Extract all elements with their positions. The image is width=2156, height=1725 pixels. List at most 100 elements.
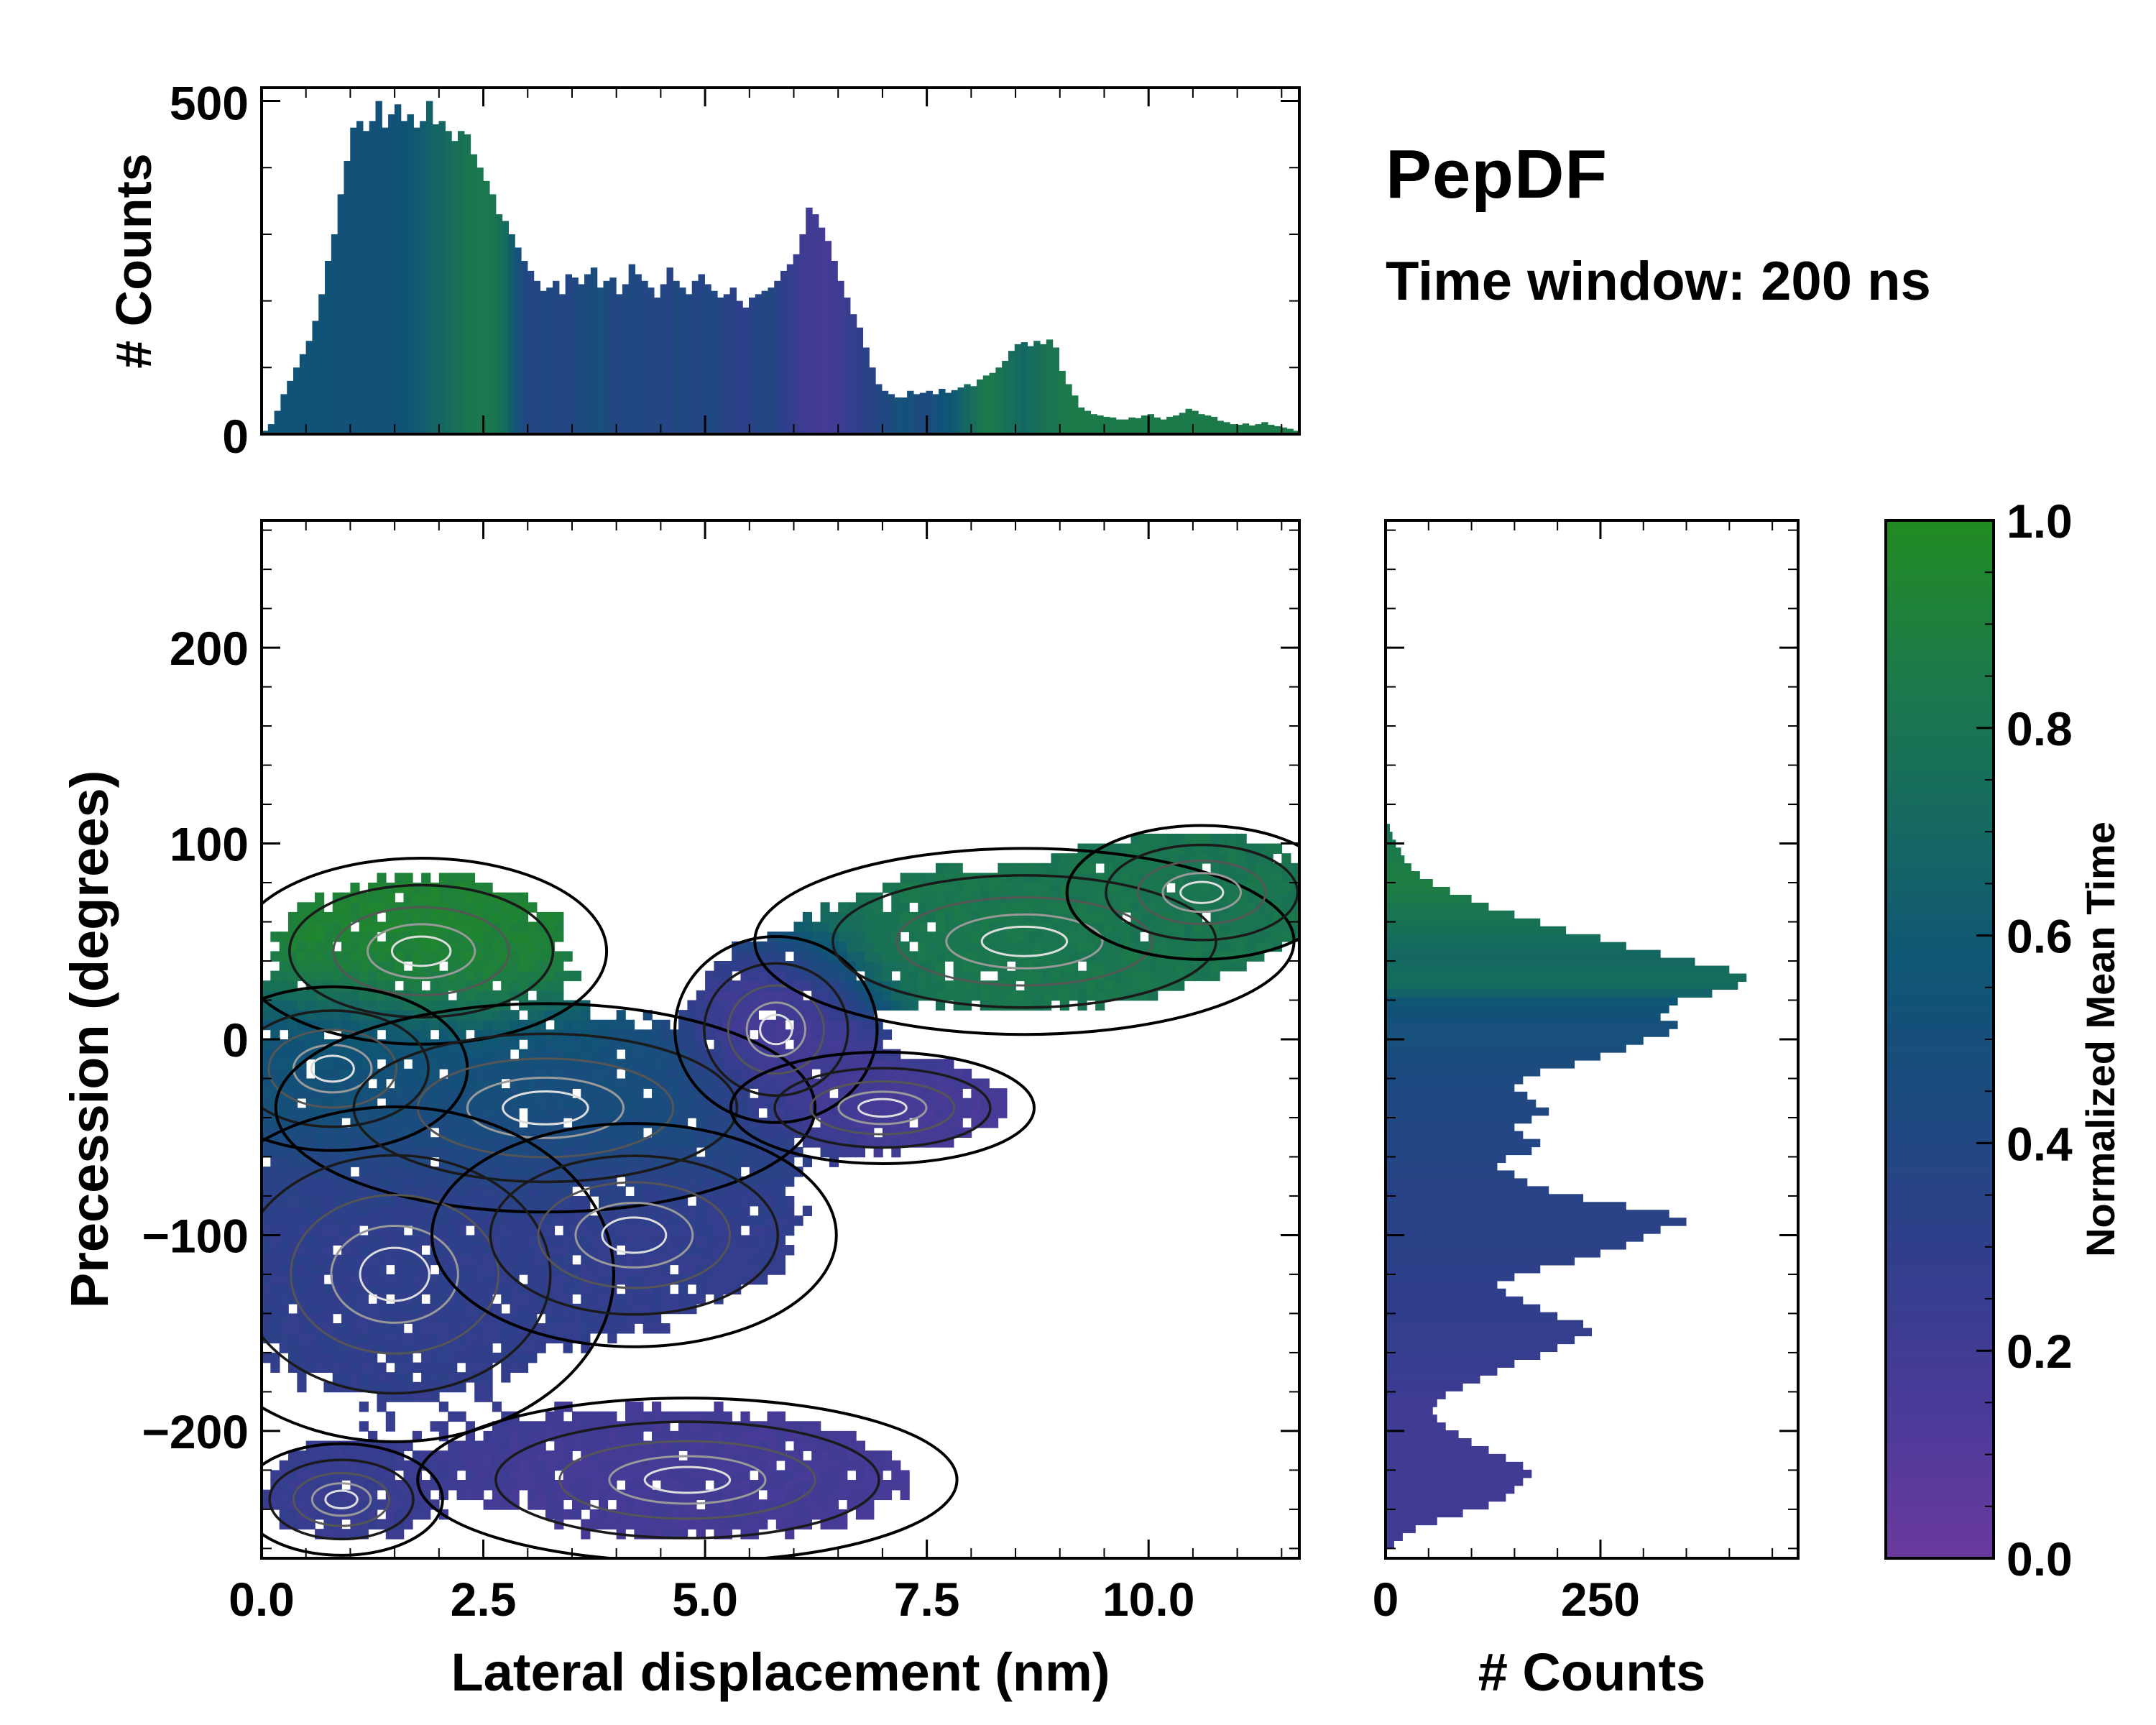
heatmap-cell bbox=[607, 1108, 617, 1118]
right-histogram-bar bbox=[1386, 1335, 1575, 1345]
top-histogram-bar bbox=[799, 234, 806, 434]
heatmap-cell bbox=[634, 1264, 644, 1275]
heatmap-cell bbox=[989, 941, 999, 952]
heatmap-cell bbox=[793, 1499, 803, 1510]
heatmap-cell bbox=[678, 1460, 688, 1471]
top-histogram-bar bbox=[425, 101, 433, 435]
heatmap-cell bbox=[767, 951, 777, 962]
heatmap-cell bbox=[1033, 883, 1043, 893]
heatmap-cell bbox=[412, 1381, 422, 1393]
heatmap-cell bbox=[536, 951, 546, 962]
heatmap-cell bbox=[669, 1059, 679, 1070]
heatmap-cell bbox=[385, 1411, 395, 1422]
heatmap-cell bbox=[288, 1323, 298, 1334]
heatmap-cell bbox=[323, 932, 333, 942]
contour-line bbox=[466, 1076, 625, 1139]
top-histogram-bar bbox=[1008, 351, 1015, 434]
heatmap-cell bbox=[900, 961, 910, 972]
heatmap-cell bbox=[377, 873, 387, 883]
heatmap-cell bbox=[847, 1489, 857, 1501]
heatmap-cell bbox=[297, 1195, 307, 1207]
heatmap-cell bbox=[749, 1235, 759, 1246]
heatmap-cell bbox=[359, 1352, 369, 1363]
heatmap-cell bbox=[528, 1186, 538, 1197]
top-histogram-bar bbox=[1166, 416, 1174, 434]
heatmap-cell bbox=[581, 1019, 591, 1031]
heatmap-cell bbox=[989, 883, 999, 893]
heatmap-cell bbox=[793, 1049, 803, 1060]
heatmap-cell bbox=[926, 941, 936, 952]
heatmap-cell bbox=[438, 1372, 448, 1383]
heatmap-cell bbox=[962, 1098, 972, 1109]
heatmap-cell bbox=[385, 1000, 395, 1011]
heatmap-cell bbox=[1184, 833, 1194, 845]
right-histogram-bar bbox=[1386, 1060, 1575, 1069]
heatmap-cell bbox=[492, 1440, 502, 1451]
heatmap-cell bbox=[297, 1343, 307, 1353]
heatmap-cell bbox=[581, 1254, 591, 1266]
heatmap-cell bbox=[563, 1284, 573, 1294]
heatmap-cell bbox=[1263, 932, 1273, 942]
heatmap-cell bbox=[1237, 941, 1247, 952]
heatmap-cell bbox=[279, 1059, 289, 1070]
heatmap-cell bbox=[891, 921, 901, 932]
heatmap-cell bbox=[732, 990, 742, 1001]
heatmap-cell bbox=[341, 1460, 351, 1471]
heatmap-cell bbox=[589, 1313, 599, 1324]
heatmap-cell bbox=[847, 1098, 857, 1109]
heatmap-cell bbox=[536, 1284, 546, 1294]
heatmap-cell bbox=[775, 1430, 786, 1442]
heatmap-cell bbox=[660, 1323, 671, 1334]
heatmap-cell bbox=[962, 932, 972, 942]
heatmap-cell bbox=[518, 1225, 529, 1236]
top-histogram-bar bbox=[951, 390, 959, 434]
right-histogram-bar bbox=[1386, 973, 1747, 983]
right-histogram-bar bbox=[1386, 1013, 1661, 1021]
heatmap-cell bbox=[315, 1343, 325, 1353]
heatmap-cell bbox=[279, 1245, 289, 1256]
heatmap-cell bbox=[660, 1137, 671, 1148]
heatmap-cell bbox=[332, 1176, 342, 1187]
heatmap-cell bbox=[474, 1010, 484, 1021]
heatmap-cell bbox=[492, 1088, 502, 1099]
heatmap-cell bbox=[589, 1019, 599, 1031]
heatmap-cell bbox=[891, 911, 901, 923]
heatmap-cell bbox=[438, 1362, 448, 1373]
heatmap-cell bbox=[953, 892, 963, 903]
colorbar-tick-label: 1.0 bbox=[2007, 494, 2073, 548]
heatmap-cell bbox=[518, 1167, 529, 1177]
top-histogram-bar bbox=[262, 431, 269, 434]
heatmap-cell bbox=[1192, 853, 1203, 864]
heatmap-cell bbox=[341, 1186, 351, 1197]
contour-line bbox=[809, 1080, 956, 1136]
heatmap-cell bbox=[811, 921, 821, 932]
top-histogram-bar bbox=[635, 274, 642, 434]
heatmap-cell bbox=[740, 1146, 750, 1158]
heatmap-cell bbox=[270, 1010, 280, 1021]
heatmap-cell bbox=[359, 1088, 369, 1099]
heatmap-cell bbox=[518, 1264, 529, 1275]
heatmap-cell bbox=[518, 1460, 529, 1471]
heatmap-cell bbox=[395, 1509, 405, 1520]
heatmap-cell bbox=[377, 1333, 387, 1344]
heatmap-cell bbox=[855, 892, 866, 903]
main-ylabel: Precession (degrees) bbox=[60, 770, 119, 1309]
heatmap-cell bbox=[385, 1421, 395, 1432]
heatmap-cell bbox=[971, 951, 981, 962]
heatmap-cell bbox=[368, 902, 378, 913]
heatmap-cell bbox=[430, 1421, 440, 1432]
right-histogram-bar bbox=[1386, 1477, 1524, 1486]
heatmap-cell bbox=[403, 1167, 413, 1177]
heatmap-cell bbox=[332, 1294, 342, 1305]
heatmap-cell bbox=[926, 1078, 936, 1089]
heatmap-cell bbox=[625, 1019, 635, 1031]
heatmap-cell bbox=[474, 941, 484, 952]
heatmap-cell bbox=[1130, 980, 1141, 991]
heatmap-cell bbox=[297, 1137, 307, 1148]
heatmap-cell bbox=[758, 1499, 768, 1510]
heatmap-cell bbox=[652, 1235, 662, 1246]
heatmap-cell bbox=[270, 1059, 280, 1070]
heatmap-cell bbox=[332, 1146, 342, 1158]
heatmap-cell bbox=[518, 970, 529, 982]
heatmap-cell bbox=[262, 1215, 272, 1226]
